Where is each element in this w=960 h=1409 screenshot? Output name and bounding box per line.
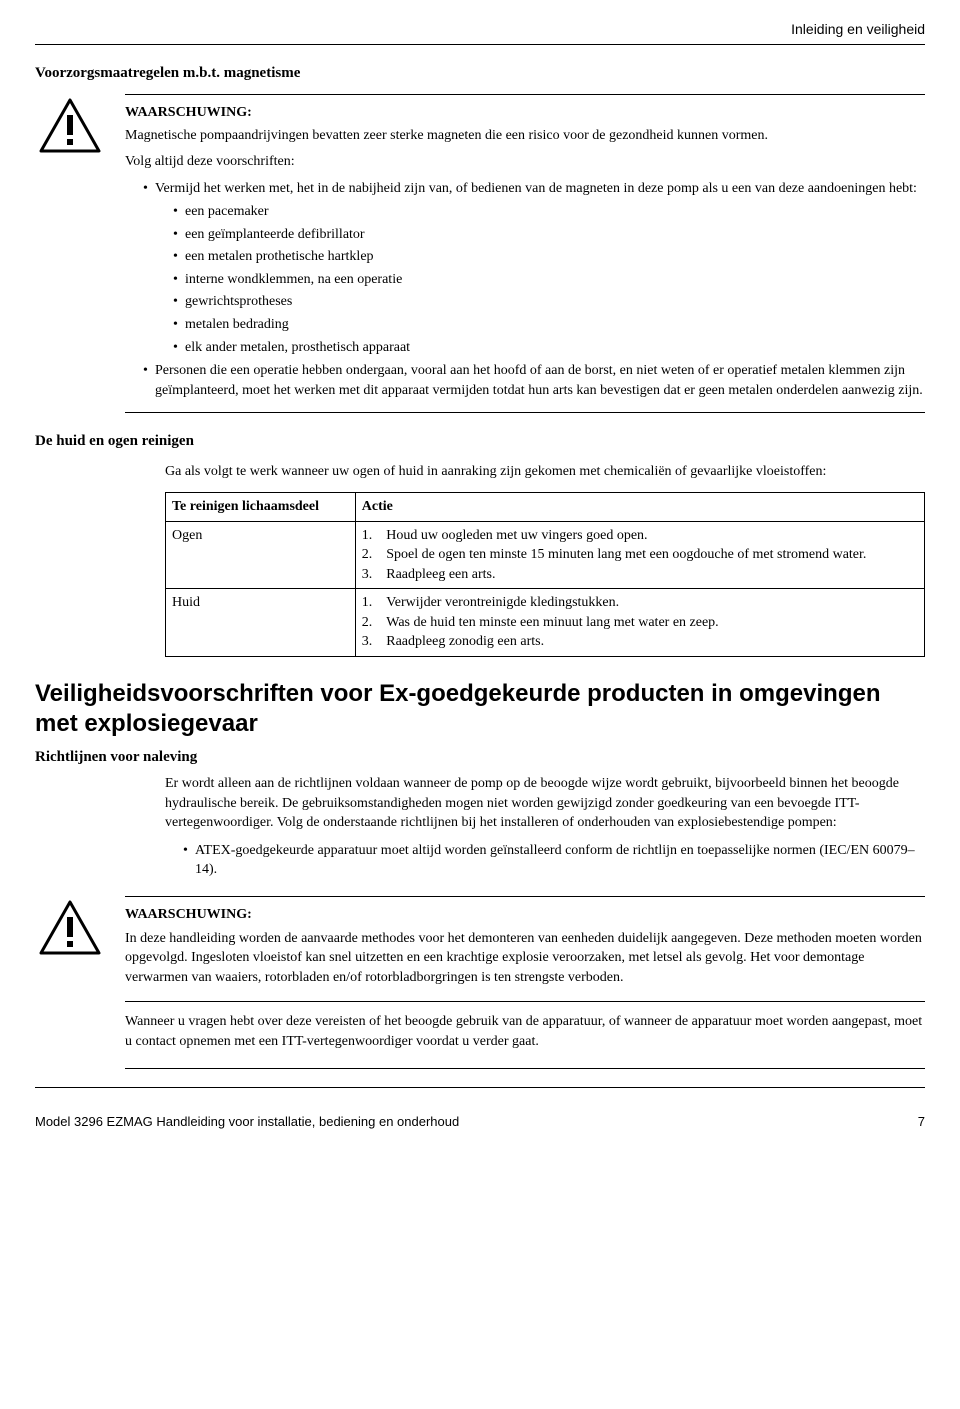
cleaning-action-table: Te reinigen lichaamsdeel Actie Ogen Houd… (165, 492, 925, 657)
action-cell: Verwijder verontreinigde kledingstukken.… (355, 589, 924, 657)
warning-block-explosion: WAARSCHUWING: In deze handleiding worden… (35, 896, 925, 1069)
footer-doc-title: Model 3296 EZMAG Handleiding voor instal… (35, 1113, 459, 1131)
action-step: Spoel de ogen ten minste 15 minuten lang… (362, 545, 867, 565)
warning-content: WAARSCHUWING: In deze handleiding worden… (125, 896, 925, 1069)
action-cell: Houd uw oogleden met uw vingers goed ope… (355, 521, 924, 589)
warning-intro-text: Magnetische pompaandrijvingen bevatten z… (125, 126, 925, 146)
sub-bullet-item: elk ander metalen, prosthetisch apparaat (173, 338, 925, 358)
compliance-block: Er wordt alleen aan de richtlijnen volda… (35, 774, 925, 884)
sub-bullet-item: een metalen prothetische hartklep (173, 247, 925, 267)
header-rule (35, 44, 925, 45)
body-part-cell: Ogen (166, 521, 356, 589)
warning-content: WAARSCHUWING: Magnetische pompaandrijvin… (125, 94, 925, 414)
warning-label: WAARSCHUWING: (125, 103, 925, 123)
compliance-paragraph: Er wordt alleen aan de richtlijnen volda… (165, 774, 925, 833)
bullet-item: ATEX-goedgekeurde apparatuur moet altijd… (183, 841, 925, 880)
warning-bullet-list: Vermijd het werken met, het in de nabijh… (125, 179, 925, 400)
table-header-col1: Te reinigen lichaamsdeel (166, 492, 356, 521)
action-step: Raadpleeg zonodig een arts. (362, 632, 719, 652)
warning-instructions-intro: Volg altijd deze voorschriften: (125, 152, 925, 172)
warning-icon (35, 896, 105, 1069)
page-header-breadcrumb: Inleiding en veiligheid (35, 20, 925, 40)
bullet-item: Personen die een operatie hebben onderga… (143, 361, 925, 400)
sub-bullet-item: interne wondklemmen, na een operatie (173, 270, 925, 290)
compliance-subheading: Richtlijnen voor naleving (35, 747, 925, 768)
action-step: Verwijder verontreinigde kledingstukken. (362, 593, 719, 613)
sub-bullet-item: gewrichtsprotheses (173, 292, 925, 312)
closing-paragraph: Wanneer u vragen hebt over deze vereiste… (125, 1012, 925, 1051)
section-magnetism-title: Voorzorgsmaatregelen m.b.t. magnetisme (35, 63, 925, 84)
body-part-cell: Huid (166, 589, 356, 657)
bullet-item: Vermijd het werken met, het in de nabijh… (155, 181, 917, 196)
skin-eyes-intro: Ga als volgt te werk wanneer uw ogen of … (165, 462, 925, 482)
table-header-col2: Actie (355, 492, 924, 521)
sub-bullet-item: een geïmplanteerde defibrillator (173, 225, 925, 245)
action-step: Was de huid ten minste een minuut lang m… (362, 613, 719, 633)
table-row: Huid Verwijder verontreinigde kledingstu… (166, 589, 925, 657)
section-skin-eyes-title: De huid en ogen reinigen (35, 431, 925, 452)
warning-icon (35, 94, 105, 414)
footer-rule (35, 1087, 925, 1088)
skin-eyes-content: Ga als volgt te werk wanneer uw ogen of … (165, 462, 925, 657)
table-row: Ogen Houd uw oogleden met uw vingers goe… (166, 521, 925, 589)
page-footer: Model 3296 EZMAG Handleiding voor instal… (35, 1108, 925, 1131)
section-ex-approved-heading: Veiligheidsvoorschriften voor Ex-goedgek… (35, 679, 925, 739)
action-step: Houd uw oogleden met uw vingers goed ope… (362, 526, 867, 546)
sub-bullet-item: een pacemaker (173, 202, 925, 222)
footer-page-number: 7 (918, 1113, 925, 1131)
sub-bullet-item: metalen bedrading (173, 315, 925, 335)
warning-block-magnetism: WAARSCHUWING: Magnetische pompaandrijvin… (35, 94, 925, 414)
compliance-bullets: ATEX-goedgekeurde apparatuur moet altijd… (165, 841, 925, 880)
warning-label: WAARSCHUWING: (125, 905, 925, 925)
action-step: Raadpleeg een arts. (362, 565, 867, 585)
warning-text: In deze handleiding worden de aanvaarde … (125, 929, 925, 988)
